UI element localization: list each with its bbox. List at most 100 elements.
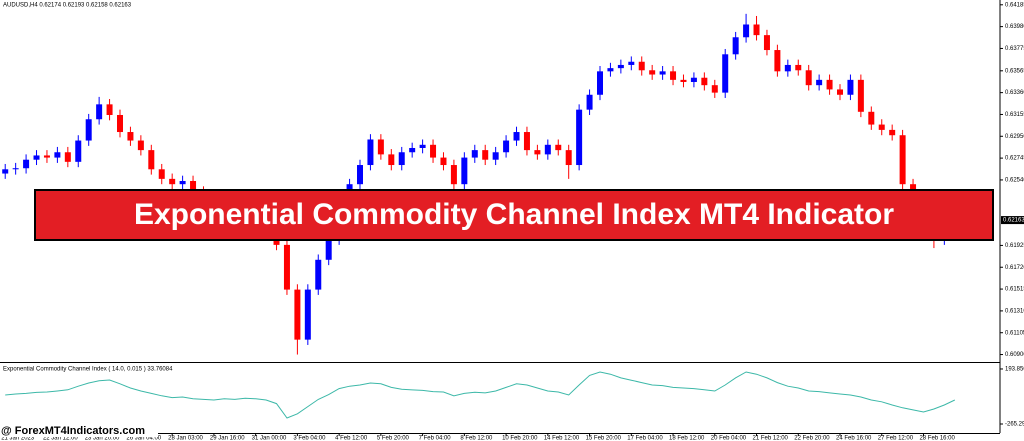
candle-body bbox=[64, 152, 71, 162]
y-tick-label: 0.63565 bbox=[1005, 68, 1024, 74]
candle-body bbox=[565, 150, 572, 166]
candle-body bbox=[690, 77, 697, 82]
candle-body bbox=[638, 61, 645, 71]
candle-body bbox=[523, 132, 530, 151]
candle-body bbox=[784, 64, 791, 72]
x-tick-label: 8 Feb 12:00 bbox=[460, 436, 493, 441]
candle-body bbox=[357, 165, 363, 185]
x-tick-label: 15 Feb 20:00 bbox=[586, 436, 622, 441]
x-tick-label: 7 Feb 04:00 bbox=[419, 436, 452, 441]
x-tick-label: 22 Feb 20:00 bbox=[794, 436, 830, 441]
candle-body bbox=[440, 157, 447, 166]
candle-body bbox=[868, 111, 875, 125]
candle-body bbox=[54, 152, 61, 158]
candle-body bbox=[325, 239, 332, 260]
candle-body bbox=[534, 150, 541, 155]
candle-body bbox=[482, 150, 489, 160]
candle-body bbox=[607, 68, 614, 72]
candle-body bbox=[774, 50, 781, 72]
y-tick-label: 0.63155 bbox=[1005, 112, 1024, 118]
x-tick-label: 17 Feb 04:00 bbox=[627, 436, 663, 441]
candle-body bbox=[315, 259, 322, 290]
x-tick-label: 14 Feb 12:00 bbox=[544, 436, 580, 441]
candle-body bbox=[23, 159, 30, 169]
candle-body bbox=[409, 147, 416, 153]
candle-body bbox=[85, 119, 92, 141]
y-tick-label: 0.64185 bbox=[1005, 2, 1024, 8]
x-tick-label: 27 Feb 12:00 bbox=[878, 436, 914, 441]
banner-text: Exponential Commodity Channel Index MT4 … bbox=[134, 198, 894, 231]
x-tick-label: 18 Feb 12:00 bbox=[669, 436, 705, 441]
indicator-header: Exponential Commodity Channel Index ( 14… bbox=[3, 367, 173, 373]
candle-body bbox=[878, 124, 885, 130]
last-price-label: 0.62163 bbox=[1003, 218, 1024, 224]
candle-body bbox=[148, 150, 155, 170]
candle-body bbox=[96, 104, 103, 120]
candle-body bbox=[659, 71, 666, 75]
candle-body bbox=[628, 61, 635, 65]
candle-body bbox=[419, 144, 426, 148]
candle-body bbox=[117, 114, 123, 133]
candle-body bbox=[179, 181, 186, 185]
watermark: @ ForexMT4Indicators.com bbox=[1, 425, 145, 437]
candle-body bbox=[430, 144, 437, 158]
x-tick-label: 28 Feb 16:00 bbox=[919, 436, 955, 441]
candle-body bbox=[43, 155, 50, 158]
candle-body bbox=[555, 144, 562, 151]
candle-body bbox=[795, 64, 802, 71]
y-tick-label: 193.8507 bbox=[1005, 367, 1024, 373]
candle-body bbox=[471, 150, 478, 158]
candle-body bbox=[649, 70, 656, 75]
candle-body bbox=[304, 289, 311, 340]
candle-body bbox=[826, 79, 833, 90]
y-tick-label: -265.2998 bbox=[1005, 422, 1024, 428]
y-tick-label: 0.63775 bbox=[1005, 46, 1024, 52]
x-tick-label: 22 Jan 12:00 bbox=[43, 436, 78, 441]
candle-body bbox=[701, 77, 708, 86]
candle-body bbox=[169, 178, 176, 185]
indicator-line bbox=[5, 371, 956, 419]
candle-body bbox=[127, 132, 134, 141]
candle-body bbox=[283, 244, 290, 290]
y-tick-label: 0.61925 bbox=[1005, 243, 1024, 249]
x-tick-label: 24 Feb 16:00 bbox=[836, 436, 872, 441]
candle-body bbox=[617, 64, 624, 69]
candle-body bbox=[12, 168, 19, 170]
candle-body bbox=[377, 139, 384, 155]
candle-body bbox=[722, 54, 729, 93]
candle-body bbox=[753, 24, 760, 36]
candle-body bbox=[294, 289, 301, 340]
candle-body bbox=[763, 35, 770, 51]
candle-body bbox=[576, 109, 583, 166]
y-tick-label: 0.60900 bbox=[1005, 352, 1024, 358]
x-tick-label: 4 Feb 12:00 bbox=[335, 436, 368, 441]
candle-body bbox=[388, 154, 395, 166]
x-tick-label: 31 Jan 00:00 bbox=[252, 436, 287, 441]
x-tick-label: 29 Jan 16:00 bbox=[210, 436, 245, 441]
watermark-bg bbox=[0, 423, 158, 437]
candle-body bbox=[857, 79, 864, 112]
candle-body bbox=[805, 70, 812, 86]
candle-body bbox=[503, 140, 510, 153]
candle-body bbox=[33, 155, 40, 160]
candle-body bbox=[367, 139, 374, 166]
x-tick-label: 20 Feb 04:00 bbox=[711, 436, 747, 441]
x-tick-label: 28 Jan 03:00 bbox=[168, 436, 203, 441]
y-tick-label: 0.61105 bbox=[1005, 330, 1024, 336]
candle-body bbox=[398, 152, 405, 166]
chart-header: AUDUSD,H4 0.62174 0.62193 0.62158 0.6216… bbox=[3, 3, 132, 9]
candle-body bbox=[544, 144, 551, 155]
candle-body bbox=[513, 132, 520, 141]
x-tick-label: 5 Feb 20:00 bbox=[377, 436, 410, 441]
candle-body bbox=[450, 165, 457, 185]
x-tick-label: 10 Feb 20:00 bbox=[502, 436, 538, 441]
candle-body bbox=[461, 157, 468, 185]
candle-body bbox=[680, 79, 687, 82]
candle-body bbox=[816, 79, 823, 86]
x-tick-label: 21 Jan 2023 bbox=[1, 436, 35, 441]
